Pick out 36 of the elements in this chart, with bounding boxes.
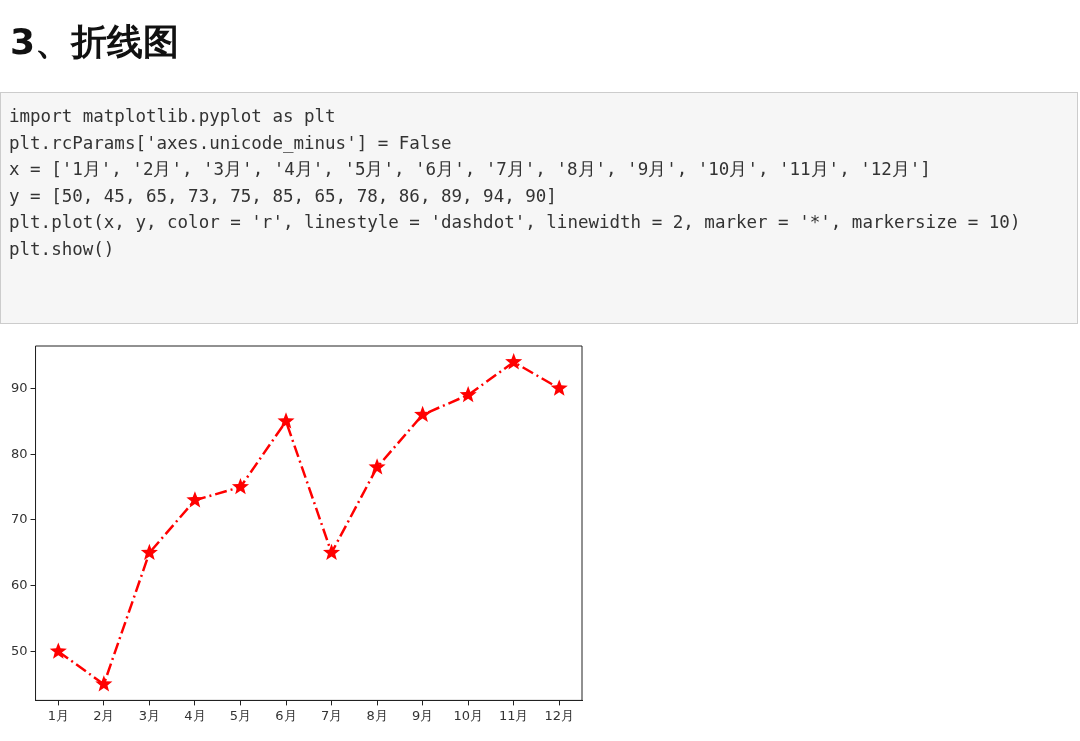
point	[368, 458, 386, 475]
x-tick-label: 5月	[229, 707, 252, 723]
point	[459, 385, 477, 403]
point	[231, 478, 250, 495]
x-tick-label: 4月	[184, 707, 206, 723]
text: plt.show()	[9, 237, 116, 261]
x-tick-label: 8月	[366, 707, 388, 723]
x-tick-label: 11月	[498, 707, 529, 723]
point	[49, 642, 67, 659]
x-tick-label: 9月	[411, 707, 434, 723]
text: y = [50, 45, 65, 73, 75, 85, 65, 78, 86, 89, 94, 90]	[9, 184, 558, 208]
text: plt.rcParams['axes.unicode_minus'] = False	[9, 131, 453, 155]
text: import matplotlib.pyplot as plt	[9, 105, 337, 128]
point	[186, 491, 204, 508]
x-tick-label: 3月	[138, 707, 161, 723]
point	[505, 353, 523, 370]
y-tick-label: 80	[11, 445, 28, 461]
point	[95, 675, 113, 692]
x-tick-label: 1月	[47, 707, 69, 723]
x-tick-label: 6月	[275, 707, 297, 723]
x-tick-label: 12月	[544, 707, 574, 723]
x-tick-label: 2月	[93, 707, 115, 723]
point	[414, 405, 432, 422]
y-tick-label: 60	[11, 577, 28, 593]
point	[140, 543, 158, 561]
point	[322, 543, 341, 561]
y-tick-label: 90	[11, 379, 28, 395]
point	[277, 412, 295, 429]
text: x = ['1月', '2月', '3月', '4月', '5月', '6月', '7月', '8月', '9月', '10月', '11月', '12月']	[9, 158, 932, 181]
x-tick-label: 7月	[320, 707, 343, 723]
text: plt.plot(x, y, color = 'r', linestyle = 'dashdot', linewidth = 2, marker = '*', markersize = 10)	[9, 211, 1022, 234]
y-tick-label: 50	[11, 642, 28, 658]
y-tick-label: 70	[11, 511, 28, 527]
chart-title: 3、折线图	[10, 20, 180, 64]
point	[550, 379, 568, 396]
x-tick-label: 10月	[453, 707, 483, 723]
